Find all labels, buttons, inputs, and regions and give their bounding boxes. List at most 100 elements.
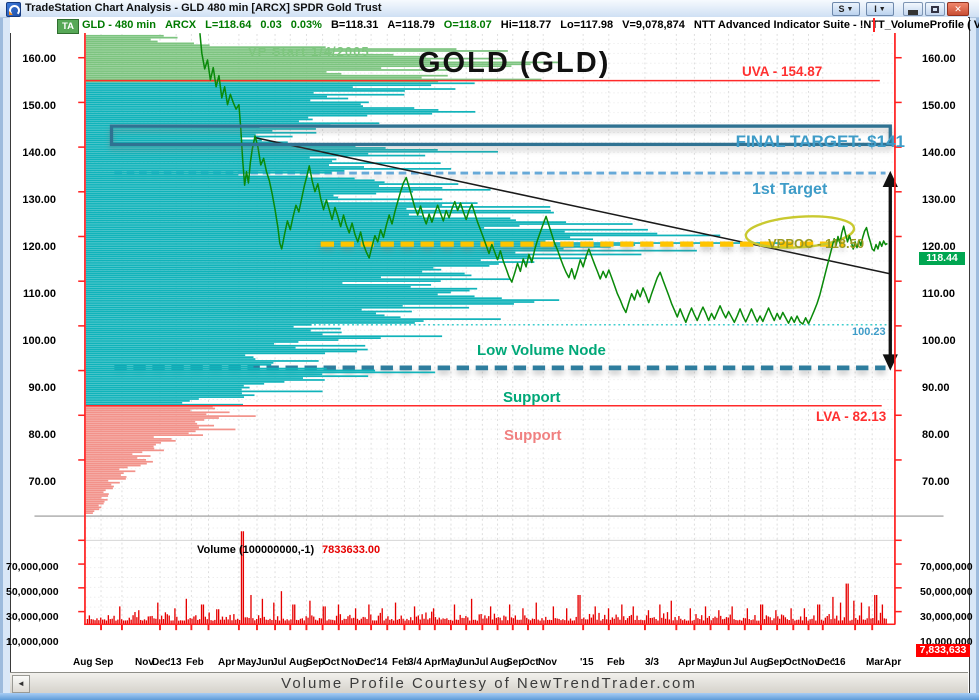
volume-chip: 7,833,633 xyxy=(916,644,970,657)
price-tick-right: 110.00 xyxy=(922,288,956,300)
indicator-button[interactable]: I ▼ xyxy=(866,2,894,16)
quote-field: Hi=118.77 xyxy=(500,19,552,31)
chevron-down-icon: ▼ xyxy=(878,5,886,13)
price-tick-right: 150.00 xyxy=(922,100,956,112)
price-tick-left: 100.00 xyxy=(22,335,56,347)
close-button[interactable]: ✕ xyxy=(947,2,969,16)
price-tick-left: 150.00 xyxy=(22,100,56,112)
quote-segments: GLD - 480 min ARCX L=118.64 0.03 0.03% B=118.… xyxy=(82,19,979,31)
date-tick-label: Sep xyxy=(767,657,786,668)
date-tick-label: May xyxy=(697,657,717,668)
maximize-icon xyxy=(931,5,939,13)
price-tick-left: 130.00 xyxy=(22,194,56,206)
date-tick-label: Feb xyxy=(186,657,204,668)
volume-bars xyxy=(86,531,887,624)
quote-field: GLD - 480 min xyxy=(82,19,156,31)
arrow-left-icon: ◄ xyxy=(17,679,25,688)
date-tick-label: Apr xyxy=(678,657,696,668)
styles-button[interactable]: S ▼ xyxy=(832,2,860,16)
date-tick-label: Oct xyxy=(323,657,340,668)
vppoc-label: VPPOC - 118.50 xyxy=(768,236,865,251)
volume-pane-value: 7833633.00 xyxy=(322,544,381,556)
date-tick-label: '13 xyxy=(168,657,182,668)
quote-field: O=118.07 xyxy=(443,19,492,31)
date-tick-label: Oct xyxy=(784,657,801,668)
low-volume-node-label: Low Volume Node xyxy=(477,342,606,359)
maximize-button[interactable] xyxy=(925,2,945,16)
price-tick-right: 70.00 xyxy=(922,476,950,488)
date-tick-label: Sep xyxy=(506,657,525,668)
date-tick-label: Dec xyxy=(817,657,836,668)
date-tick-label: Nov xyxy=(801,657,820,668)
date-tick-label: '15 xyxy=(580,657,594,668)
quote-field: NTT Advanced Indicator Suite - !NTT_Volu… xyxy=(693,19,979,31)
date-tick-label: Nov xyxy=(538,657,557,668)
status-bar: ◄ Volume Profile Courtesy of NewTrendTra… xyxy=(10,672,968,693)
date-tick-label: Aug xyxy=(750,657,770,668)
volume-tick-right: 30,000,000 xyxy=(920,610,973,623)
date-tick-label: Jul xyxy=(272,657,287,668)
date-tick-label: Mar xyxy=(866,657,884,668)
window-bottom-edge xyxy=(0,693,979,700)
date-tick-label: Sep xyxy=(95,657,114,668)
chart-canvas[interactable] xyxy=(10,33,968,672)
price-tick-left: 90.00 xyxy=(28,382,56,394)
first-target-label: 1st Target xyxy=(752,181,828,198)
window-title: TradeStation Chart Analysis - GLD 480 mi… xyxy=(25,2,382,14)
price-tick-left: 110.00 xyxy=(22,288,56,300)
scroll-left-button[interactable]: ◄ xyxy=(12,675,30,693)
date-tick-label: Dec xyxy=(152,657,171,668)
price-tick-left: 140.00 xyxy=(22,147,56,159)
date-tick-label: Apr xyxy=(424,657,442,668)
date-tick-label: Nov xyxy=(341,657,360,668)
date-tick-label: May xyxy=(237,657,257,668)
date-tick-label: Jun xyxy=(457,657,475,668)
date-tick-label: Dec xyxy=(357,657,376,668)
date-tick-label: Aug xyxy=(490,657,510,668)
volume-tick-left: 30,000,000 xyxy=(6,610,59,623)
last-price-chip: 118.44 xyxy=(919,252,965,265)
app-icon xyxy=(6,2,21,17)
price-tick-left: 160.00 xyxy=(22,53,56,65)
ta-badge: TA xyxy=(57,19,79,34)
date-tick-label: Feb xyxy=(392,657,410,668)
symbol-info-bar: TA GLD - 480 min ARCX L=118.64 0.03 0.03% B=1… xyxy=(10,17,979,34)
date-tick-label: Aug xyxy=(289,657,309,668)
price-tick-right: 140.00 xyxy=(922,147,956,159)
date-tick-label: Nov xyxy=(135,657,154,668)
quote-field: ARCX xyxy=(164,19,197,31)
volume-tick-right: 70,000,000 xyxy=(920,560,973,573)
date-tick-label: Apr xyxy=(218,657,236,668)
date-tick-label: Jun xyxy=(714,657,732,668)
minimize-button[interactable] xyxy=(903,2,923,16)
price-tick-left: 80.00 xyxy=(28,429,56,441)
date-tick-label: May xyxy=(441,657,461,668)
quote-field: A=118.79 xyxy=(387,19,435,31)
support-upper-label: Support xyxy=(503,389,561,406)
support-lower-label: Support xyxy=(504,427,562,444)
quote-field: B=118.31 xyxy=(330,19,379,31)
price-tick-right: 100.00 xyxy=(922,335,956,347)
quote-field: L=118.64 xyxy=(205,19,252,31)
date-tick-label: Oct xyxy=(522,657,539,668)
quote-field: Lo=117.98 xyxy=(560,19,614,31)
final-target-label: FINAL TARGET: $141 xyxy=(735,132,905,151)
title-bar: TradeStation Chart Analysis - GLD 480 mi… xyxy=(0,0,979,18)
quote-field: 0.03 xyxy=(260,19,282,31)
volume-tick-right: 50,000,000 xyxy=(920,585,973,598)
volume-tick-left: 10,000,000 xyxy=(6,635,59,648)
quote-field: 0.03% xyxy=(290,19,322,31)
volume-pane-title: Volume (100000000,-1) xyxy=(197,544,315,556)
date-tick-label: Aug xyxy=(73,657,93,668)
volume-tick-left: 50,000,000 xyxy=(6,585,59,598)
uva-label: UVA - 154.87 xyxy=(742,64,823,79)
date-tick-label: 3/4 xyxy=(408,657,422,668)
vp-start-label: VP Start 1/4/2005 xyxy=(248,44,370,59)
quote-field: V=9,078,874 xyxy=(622,19,685,31)
date-tick-label: Jun xyxy=(256,657,274,668)
price-tick-right: 80.00 xyxy=(922,429,950,441)
price-tick-left: 70.00 xyxy=(28,476,56,488)
date-tick-label: 3/3 xyxy=(645,657,659,668)
price-tick-right: 90.00 xyxy=(922,382,950,394)
date-tick-label: Jul xyxy=(474,657,489,668)
